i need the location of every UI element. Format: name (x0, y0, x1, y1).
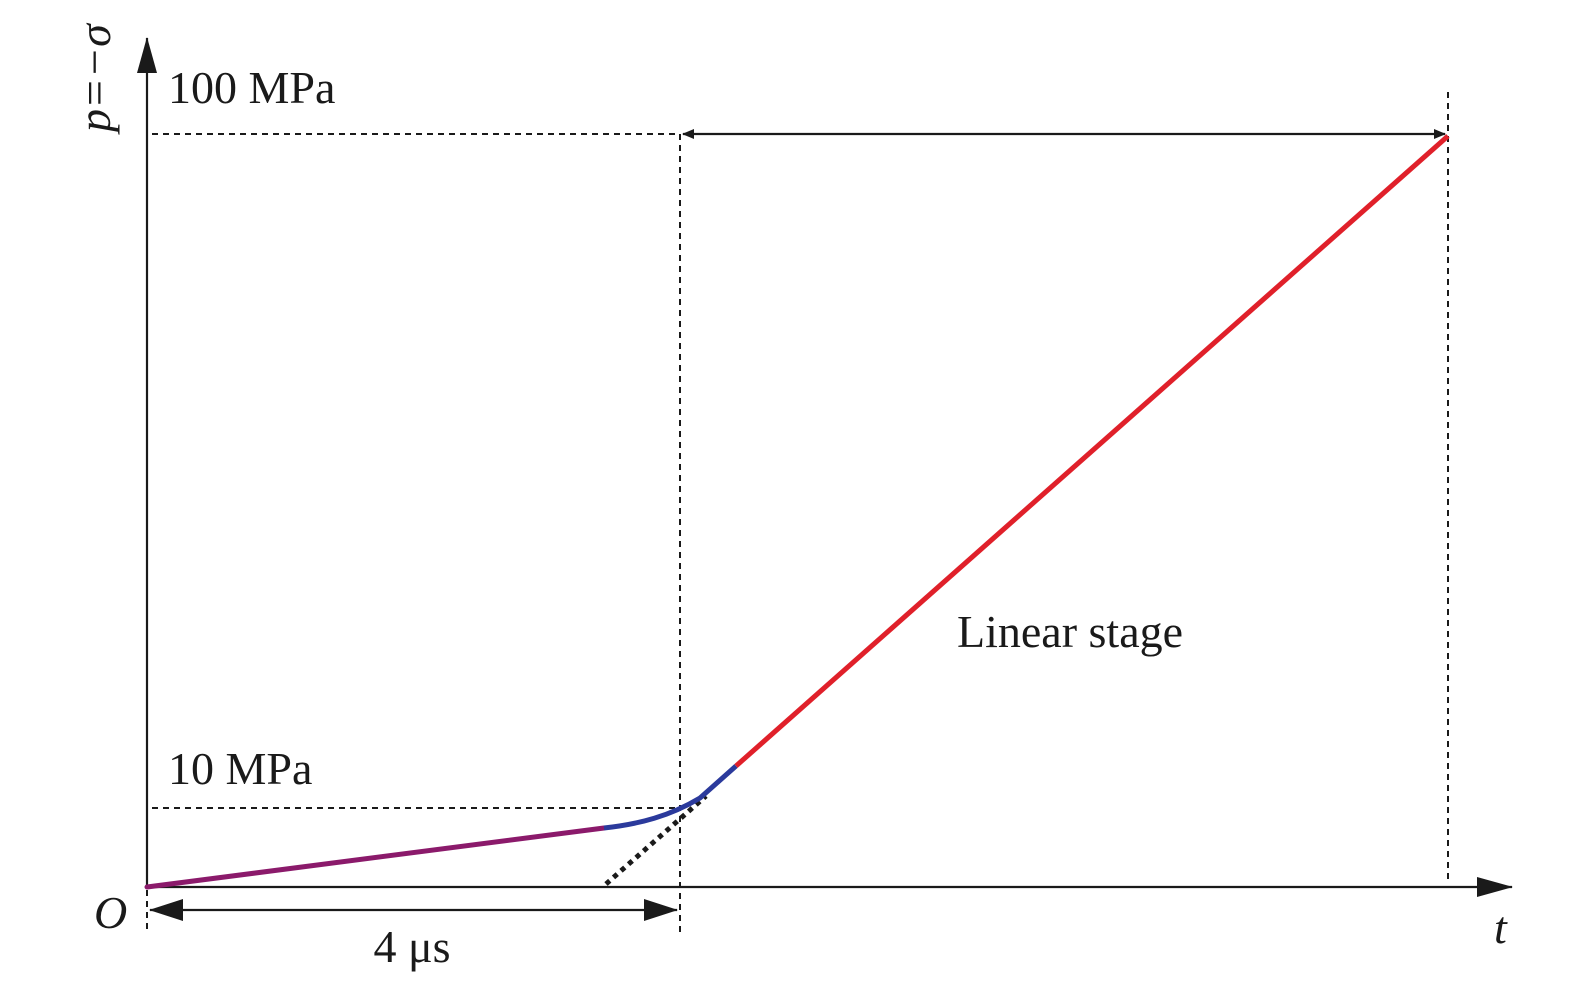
origin-label: O (94, 887, 127, 938)
lower-level-label: 10 MPa (168, 743, 312, 794)
transition-segment-curve (603, 764, 738, 831)
rise-time-label: 4 μs (373, 921, 450, 972)
linear-segment-curve (734, 134, 1450, 768)
linear-stage-label: Linear stage (957, 606, 1183, 657)
upper-level-label: 100 MPa (168, 62, 335, 113)
linear-extrapolation (604, 794, 708, 886)
initial-segment-curve (144, 825, 607, 890)
y-axis-label: p=−σ (69, 22, 120, 135)
x-axis-label: t (1494, 902, 1508, 953)
